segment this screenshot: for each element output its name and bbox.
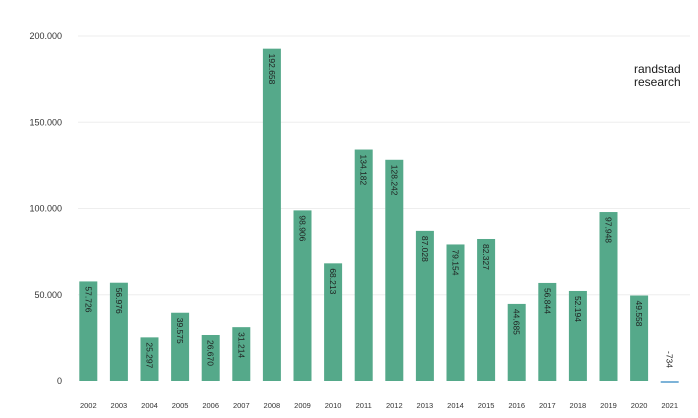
data-label: 39.575 bbox=[175, 318, 185, 344]
data-label: 79.154 bbox=[451, 249, 461, 275]
bar bbox=[324, 263, 343, 381]
bar bbox=[538, 282, 557, 381]
data-label: 25.297 bbox=[145, 342, 155, 368]
data-label: 31.214 bbox=[236, 332, 246, 358]
y-tick-label: 0 bbox=[57, 376, 62, 386]
x-tick-label: 2010 bbox=[325, 401, 342, 410]
bar bbox=[262, 48, 281, 382]
data-label: 82.327 bbox=[481, 244, 491, 270]
bar bbox=[201, 334, 220, 381]
bar bbox=[415, 230, 434, 381]
bar bbox=[630, 295, 649, 381]
data-label: 49.558 bbox=[634, 301, 644, 327]
x-tick-label: 2014 bbox=[447, 401, 464, 410]
bar bbox=[109, 282, 128, 381]
y-tick-label: 100.000 bbox=[29, 204, 62, 214]
data-label: 87.028 bbox=[420, 236, 430, 262]
data-label: 98.906 bbox=[298, 215, 308, 241]
data-label: 56.844 bbox=[542, 288, 552, 314]
data-label: 192.658 bbox=[267, 54, 277, 85]
x-tick-label: 2008 bbox=[264, 401, 281, 410]
bar bbox=[660, 381, 679, 383]
bar bbox=[599, 212, 618, 381]
x-tick-label: 2017 bbox=[539, 401, 556, 410]
bar bbox=[140, 337, 159, 381]
x-tick-label: 2016 bbox=[508, 401, 525, 410]
data-label: 44.685 bbox=[512, 309, 522, 335]
x-tick-label: 2012 bbox=[386, 401, 403, 410]
x-tick-label: 2006 bbox=[202, 401, 219, 410]
bar bbox=[446, 244, 465, 381]
x-tick-label: 2011 bbox=[356, 401, 372, 410]
x-tick-label: 2018 bbox=[570, 401, 587, 410]
data-label: 68.213 bbox=[328, 268, 338, 294]
bar bbox=[477, 238, 496, 381]
x-tick-label: 2003 bbox=[111, 401, 128, 410]
bar bbox=[171, 312, 190, 381]
bar bbox=[293, 210, 312, 381]
x-tick-label: 2015 bbox=[478, 401, 495, 410]
y-tick-label: 50.000 bbox=[34, 290, 62, 300]
data-label: 26.670 bbox=[206, 340, 216, 366]
bar bbox=[79, 281, 98, 381]
brand-logo: randstad research bbox=[634, 63, 681, 89]
y-tick-label: 150.000 bbox=[29, 117, 62, 127]
data-label: 134.182 bbox=[359, 155, 369, 186]
brand-line-2: research bbox=[634, 75, 681, 89]
x-tick-label: 2019 bbox=[600, 401, 617, 410]
x-tick-label: 2021 bbox=[661, 401, 678, 410]
x-tick-label: 2009 bbox=[294, 401, 311, 410]
bar bbox=[568, 290, 587, 381]
data-label: 56.976 bbox=[114, 288, 124, 314]
data-label: 57.726 bbox=[83, 286, 93, 312]
data-label: 128.242 bbox=[389, 165, 399, 196]
data-label: 52.194 bbox=[573, 296, 583, 322]
data-label: 97.948 bbox=[604, 217, 614, 243]
x-tick-label: 2002 bbox=[80, 401, 97, 410]
bar bbox=[507, 303, 526, 381]
x-tick-label: 2004 bbox=[141, 401, 158, 410]
x-tick-label: 2005 bbox=[172, 401, 189, 410]
x-tick-label: 2013 bbox=[417, 401, 434, 410]
data-label: -734 bbox=[665, 351, 675, 368]
x-tick-label: 2020 bbox=[631, 401, 648, 410]
brand-line-1: randstad bbox=[634, 62, 681, 76]
bar bbox=[385, 159, 404, 381]
x-tick-label: 2007 bbox=[233, 401, 250, 410]
bar bbox=[232, 327, 251, 381]
y-tick-label: 200.000 bbox=[29, 31, 62, 41]
bar bbox=[354, 149, 373, 381]
